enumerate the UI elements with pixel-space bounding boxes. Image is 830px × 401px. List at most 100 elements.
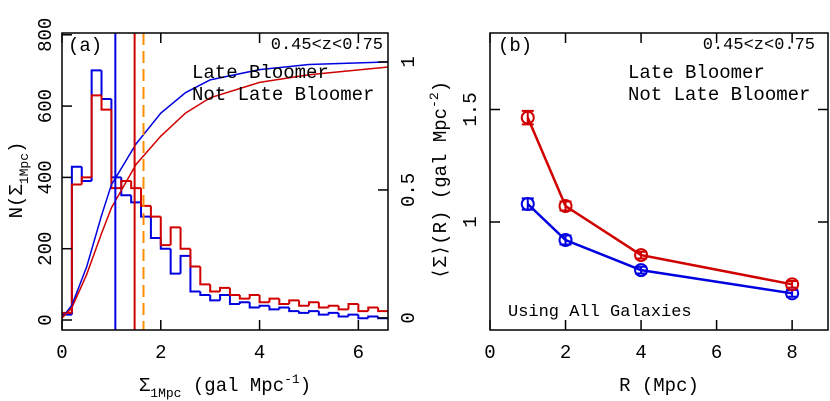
panel-label: (b)	[498, 35, 532, 57]
y-tick-label: 1.5	[460, 92, 482, 126]
hist-step	[130, 180, 142, 190]
x-tick-label: 0	[56, 342, 67, 364]
label-part: )	[430, 81, 452, 92]
plot-area	[520, 109, 800, 301]
y-axis-label: N(Σ1Mpc)	[6, 142, 32, 219]
marker	[785, 277, 800, 292]
marker	[634, 263, 649, 278]
annotation: 0.45<z<0.75	[703, 36, 815, 55]
hist-step	[327, 304, 339, 308]
hist-step	[199, 266, 211, 286]
hist-step	[209, 284, 221, 293]
hist-step	[357, 314, 369, 320]
label-part: -2	[427, 92, 442, 108]
legend-entry: Not Late Bloomer	[628, 84, 810, 106]
hist-step	[149, 205, 161, 218]
note: Using All Galaxies	[508, 303, 692, 322]
hist-step	[120, 179, 132, 189]
hist-step	[80, 176, 92, 185]
y-tick-label: 1	[460, 216, 482, 227]
marker	[634, 248, 649, 263]
hist-step	[140, 188, 151, 207]
panel-label: (a)	[68, 35, 102, 57]
y-tick-label: 800	[35, 18, 57, 52]
x-tick-label: 6	[353, 342, 364, 364]
legend-entry: Late Bloomer	[628, 62, 765, 84]
x-tick-label: 4	[635, 342, 646, 364]
hist-step	[317, 311, 329, 316]
hist-step	[169, 248, 181, 275]
hist-step	[307, 310, 319, 313]
label-part: )	[300, 375, 311, 397]
hist-step	[62, 313, 72, 321]
hist-step	[268, 305, 280, 311]
marker	[558, 199, 573, 214]
hist-step	[70, 183, 82, 313]
label-part: 1Mpc	[17, 153, 32, 184]
hist-step	[149, 216, 161, 240]
label-part: N(Σ	[6, 184, 28, 218]
marker	[558, 233, 573, 247]
hist-step	[367, 306, 379, 312]
cumulative-curve	[62, 66, 388, 319]
label-part: ⟨Σ⟩(R) (gal Mpc	[430, 108, 452, 279]
hist-step	[347, 313, 359, 317]
hist-step	[337, 305, 349, 311]
label-part: 1Mpc	[150, 386, 181, 401]
hist-step	[209, 295, 221, 302]
hist-step	[268, 297, 280, 303]
hist-step	[238, 295, 250, 300]
marker	[520, 197, 535, 211]
axes-frame	[61, 32, 389, 331]
hist-step	[90, 69, 102, 181]
x-tick-label: 6	[711, 342, 722, 364]
label-part: (gal Mpc	[181, 375, 284, 397]
x-axis-label: R (Mpc)	[619, 375, 699, 397]
hist-step	[159, 238, 171, 250]
hist-step	[179, 254, 191, 274]
hist-step	[288, 299, 300, 304]
hist-step	[357, 303, 369, 313]
x-tick-label: 2	[560, 342, 571, 364]
cumulative-curve	[62, 61, 388, 319]
hist-step	[189, 255, 201, 293]
x-tick-label: 8	[786, 342, 797, 364]
hist-step	[179, 227, 191, 250]
hist-step	[278, 298, 290, 305]
annotation: 0.45<z<0.75	[271, 36, 383, 55]
hist-step	[130, 195, 142, 204]
y-tick-label: 200	[35, 232, 57, 266]
hist-step	[258, 295, 270, 304]
y2-tick-label: 1	[398, 56, 420, 67]
legend-entry: Late Bloomer	[192, 62, 329, 84]
hist-step	[248, 294, 260, 299]
hist-step	[377, 307, 388, 313]
legend-entry: Not Late Bloomer	[192, 84, 374, 106]
hist-step	[288, 307, 300, 313]
hist-step	[248, 302, 260, 309]
hist-step	[219, 286, 230, 292]
hist-step	[337, 312, 349, 318]
label-part: R (Mpc)	[619, 375, 699, 397]
hist-step	[298, 300, 309, 307]
series-line	[526, 117, 793, 286]
hist-step	[199, 291, 211, 297]
hist-step	[140, 202, 151, 218]
hist-step	[100, 70, 112, 100]
y2-tick-label: 0.5	[398, 173, 420, 207]
y-tick-label: 600	[35, 89, 57, 123]
y-tick-label: 0	[35, 314, 57, 325]
hist-step	[258, 304, 270, 308]
x-axis-label: Σ1Mpc (gal Mpc-1)	[139, 372, 311, 401]
y-axis-label: ⟨Σ⟩(R) (gal Mpc-2)	[427, 81, 452, 279]
hist-step	[80, 166, 92, 182]
plot-area	[62, 33, 388, 330]
marker	[520, 110, 535, 125]
hist-step	[367, 315, 379, 319]
label-part: )	[6, 142, 28, 153]
hist-step	[90, 94, 102, 178]
hist-step	[159, 216, 171, 247]
hist-step	[100, 95, 112, 111]
hist-step	[228, 295, 240, 305]
